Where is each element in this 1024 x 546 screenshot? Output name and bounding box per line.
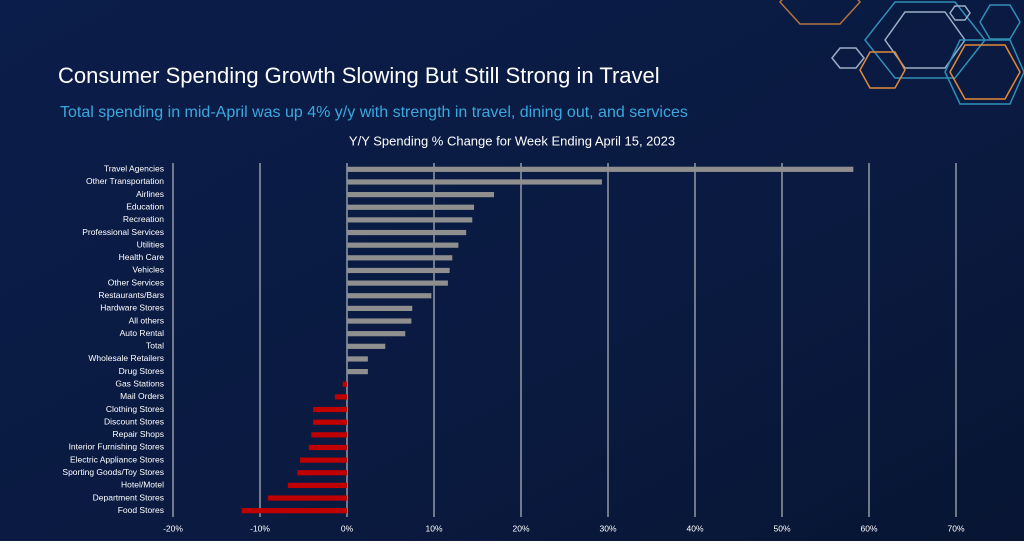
- y-tick-label: Vehicles: [132, 265, 164, 275]
- bar: [300, 457, 347, 463]
- bar: [347, 166, 854, 172]
- bar: [347, 192, 495, 198]
- y-tick-label: Recreation: [123, 214, 164, 224]
- y-tick-label: Wholesale Retailers: [88, 353, 164, 363]
- y-tick-label: Drug Stores: [119, 366, 164, 376]
- bar: [347, 369, 368, 375]
- bar: [347, 217, 473, 223]
- bar: [347, 305, 413, 311]
- x-tick-label: 70%: [947, 523, 964, 533]
- x-tick-label: 50%: [773, 523, 790, 533]
- hexagon-decoration: [778, 0, 1024, 105]
- bar: [347, 255, 453, 261]
- bar: [347, 293, 432, 299]
- y-tick-label: Repair Shops: [112, 429, 164, 439]
- bar: [347, 331, 406, 337]
- bar: [347, 267, 450, 274]
- bar: [347, 204, 475, 210]
- y-tick-label: Discount Stores: [104, 416, 164, 426]
- bar: [347, 229, 467, 236]
- bar: [313, 419, 347, 425]
- x-tick-label: 0%: [341, 523, 354, 533]
- bar: [267, 495, 347, 501]
- bar: [287, 482, 347, 488]
- bar: [311, 432, 347, 438]
- bar: [313, 406, 347, 413]
- y-tick-label: Electric Appliance Stores: [70, 454, 164, 464]
- bar: [297, 470, 347, 476]
- bar: [342, 381, 347, 387]
- y-tick-label: All others: [129, 315, 164, 325]
- y-tick-label: Airlines: [136, 189, 164, 199]
- bar: [241, 508, 347, 514]
- slide-subtitle: Total spending in mid-April was up 4% y/…: [60, 104, 688, 121]
- bar: [347, 318, 412, 324]
- x-tick-label: 30%: [599, 523, 616, 533]
- y-tick-label: Sporting Goods/Toy Stores: [62, 467, 164, 477]
- y-tick-label: Hardware Stores: [100, 303, 164, 313]
- y-tick-label: Health Care: [119, 252, 165, 262]
- chart-title: Y/Y Spending % Change for Week Ending Ap…: [349, 133, 675, 148]
- y-tick-label: Auto Rental: [120, 328, 165, 338]
- x-tick-label: 40%: [686, 523, 703, 533]
- bar: [347, 242, 459, 248]
- x-tick-label: -10%: [250, 523, 270, 533]
- bar: [334, 394, 347, 400]
- y-tick-label: Department Stores: [93, 492, 164, 502]
- bar: [347, 356, 368, 362]
- y-tick-label: Restaurants/Bars: [98, 290, 164, 300]
- bar: [347, 179, 602, 185]
- y-tick-label: Professional Services: [82, 227, 164, 237]
- x-tick-label: 10%: [425, 523, 442, 533]
- y-tick-label: Travel Agencies: [104, 164, 164, 174]
- y-tick-label: Gas Stations: [115, 379, 164, 389]
- y-tick-label: Education: [126, 202, 164, 212]
- y-tick-label: Hotel/Motel: [121, 480, 164, 490]
- slide-title: Consumer Spending Growth Slowing But Sti…: [58, 63, 660, 88]
- bar: [347, 343, 386, 349]
- plot: -20% -10% 0% 10% 20% 30% 40% 50% 60% 70% Travel Ag…: [62, 163, 965, 533]
- y-tick-label: Other Transportation: [86, 176, 164, 186]
- y-tick-label: Mail Orders: [120, 391, 164, 401]
- y-tick-label: Interior Furnishing Stores: [69, 442, 164, 452]
- x-tick-label: 20%: [512, 523, 529, 533]
- x-tick-label: 60%: [860, 523, 877, 533]
- x-tick-label: -20%: [163, 523, 183, 533]
- y-tick-label: Food Stores: [118, 505, 164, 515]
- y-tick-label: Utilities: [137, 239, 164, 249]
- y-tick-label: Clothing Stores: [106, 404, 164, 414]
- y-tick-label: Other Services: [108, 277, 164, 287]
- bar: [308, 444, 347, 451]
- y-tick-label: Total: [146, 341, 164, 351]
- bar: [347, 280, 448, 286]
